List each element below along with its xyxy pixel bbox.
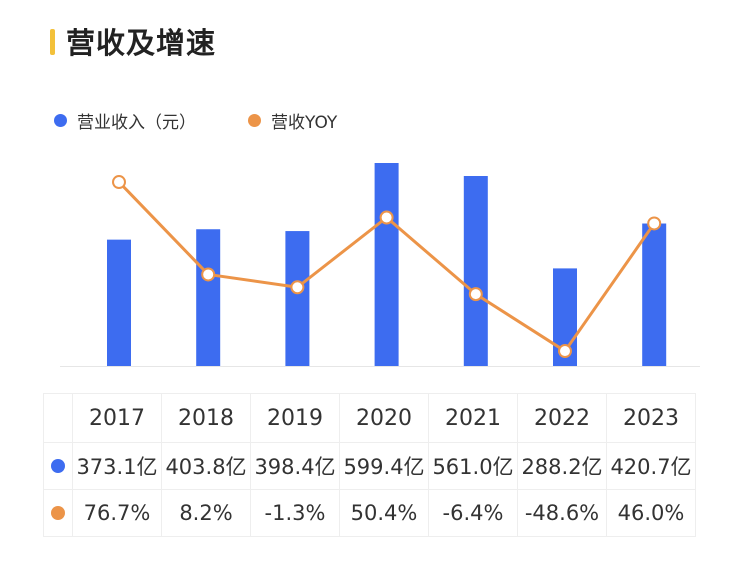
legend-label: 营收YOY <box>271 113 338 133</box>
revenue-bar <box>642 223 667 366</box>
yoy-point <box>647 216 662 231</box>
legend-item-yoy[interactable]: 营收YOY <box>248 108 337 133</box>
revenue-cell: 561.0亿 <box>428 442 518 490</box>
revenue-dot-icon <box>51 459 65 473</box>
revenue-cell: 398.4亿 <box>250 442 340 490</box>
yoy-point <box>112 175 126 190</box>
chart-title: 营收及增速 <box>66 26 217 60</box>
revenue-cell: 288.2亿 <box>517 442 607 490</box>
yoy-cell: 50.4% <box>339 489 429 537</box>
year-cell: 2020 <box>339 393 429 443</box>
yoy-point <box>290 280 305 295</box>
yoy-point <box>201 267 216 282</box>
revenue-cell: 403.8亿 <box>161 442 251 490</box>
title-accent-bar <box>50 29 55 55</box>
yoy-cell: -48.6% <box>517 489 607 537</box>
data-table: 2017 2018 2019 2020 2021 2022 2023 373.1亿 403.8… <box>43 393 696 537</box>
legend-dot-icon <box>248 114 261 127</box>
revenue-cell: 420.7亿 <box>606 442 696 490</box>
revenue-bar <box>107 239 131 366</box>
revenue-cell: 599.4亿 <box>339 442 429 490</box>
yoy-cell: 8.2% <box>161 489 251 537</box>
year-cell: 2018 <box>161 393 251 443</box>
legend-item-revenue[interactable]: 营业收入（元） <box>54 108 196 133</box>
yoy-point <box>558 344 572 359</box>
revenue-bar <box>463 176 488 366</box>
revenue-bar <box>196 229 221 366</box>
yoy-point <box>468 287 483 302</box>
year-cell: 2022 <box>517 393 607 443</box>
revenue-bar <box>374 163 399 366</box>
revenue-bar <box>285 231 310 366</box>
chart-plot <box>60 163 700 367</box>
legend-dot-icon <box>54 114 67 127</box>
year-cell: 2023 <box>606 393 696 443</box>
revenue-cell: 373.1亿 <box>72 442 162 490</box>
year-cell: 2019 <box>250 393 340 443</box>
yoy-cell: -6.4% <box>428 489 518 537</box>
yoy-point <box>379 210 394 225</box>
year-cell: 2017 <box>72 393 162 443</box>
legend-label: 营业收入（元） <box>77 113 196 133</box>
yoy-cell: 46.0% <box>606 489 696 537</box>
yoy-dot-icon <box>51 506 65 520</box>
yoy-cell: 76.7% <box>72 489 162 537</box>
corner-cell <box>43 393 73 443</box>
yoy-cell: -1.3% <box>250 489 340 537</box>
year-cell: 2021 <box>428 393 518 443</box>
